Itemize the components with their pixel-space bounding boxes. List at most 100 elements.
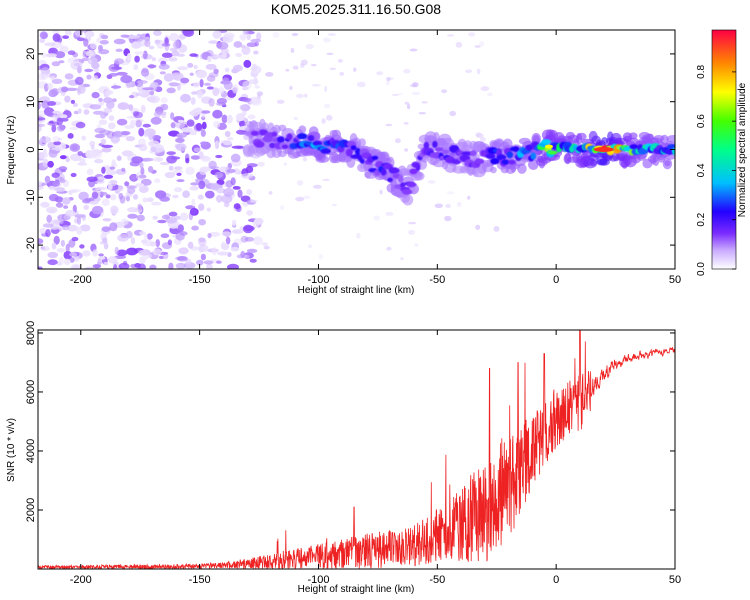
spectrogram-noise-blob: [101, 147, 112, 153]
spectrogram-ridge-halo: [601, 137, 609, 145]
spectrogram-noise-blob: [66, 87, 78, 91]
spectrogram-noise-blob: [199, 79, 204, 88]
spectrogram-noise-blob: [131, 174, 136, 181]
spectrogram-y-tick-label: -10: [25, 189, 37, 205]
spectrogram-noise-blob: [51, 172, 60, 178]
spectrogram-noise-blob: [179, 231, 188, 236]
spectrogram-noise-blob: [51, 242, 57, 250]
spectrogram-noise-blob: [339, 71, 345, 76]
spectrogram-noise-blob: [329, 67, 337, 71]
spectrogram-noise-blob: [240, 44, 246, 49]
spectrogram-noise-blob: [129, 35, 140, 39]
spectrogram-noise-blob: [103, 107, 113, 113]
spectrogram-noise-blob: [69, 143, 81, 152]
spectrogram-noise-blob: [199, 70, 205, 78]
spectrogram-ridge-halo: [531, 132, 541, 145]
spectrogram-noise-blob: [101, 166, 106, 174]
spectrogram-noise-blob: [441, 89, 448, 94]
spectrogram-noise-blob: [214, 171, 224, 179]
spectrogram-ridge-core: [345, 148, 353, 157]
spectrogram-noise-blob: [52, 114, 57, 123]
spectrogram-noise-blob: [39, 37, 46, 44]
spectrogram-noise-blob: [421, 101, 428, 104]
spectrogram-noise-blob: [200, 156, 211, 162]
spectrogram-noise-blob: [190, 155, 201, 160]
spectrogram-noise-blob: [326, 114, 333, 121]
spectrogram-noise-blob: [131, 41, 142, 49]
spectrogram-ridge-core: [547, 150, 558, 155]
spectrogram-noise-blob: [137, 203, 142, 211]
spectrogram-noise-blob: [175, 143, 187, 152]
spectrogram-noise-blob: [193, 81, 201, 88]
spectrogram-noise-blob: [168, 165, 174, 171]
spectrogram-noise-blob: [386, 81, 390, 86]
spectrogram-ridge-core: [508, 159, 516, 165]
spectrogram-noise-blob: [53, 141, 61, 146]
spectrogram-noise-blob: [132, 194, 139, 200]
spectrogram-noise-blob: [240, 250, 246, 259]
spectrogram-noise-blob: [120, 34, 130, 38]
spectrogram-noise-blob: [246, 210, 254, 216]
spectrogram-noise-blob: [48, 193, 59, 202]
spectrogram-noise-blob: [391, 93, 399, 96]
spectrogram-noise-blob: [161, 214, 170, 220]
spectrogram-noise-blob: [111, 85, 122, 89]
spectrogram-noise-blob: [159, 71, 166, 75]
spectrogram-noise-blob: [455, 41, 463, 48]
spectrogram-noise-blob: [189, 53, 198, 57]
spectrogram-noise-blob: [233, 41, 243, 48]
spectrogram-noise-blob: [117, 185, 123, 190]
spectrogram-noise-blob: [296, 180, 304, 186]
snr-x-tick-label: -100: [307, 574, 329, 586]
spectrogram-ridge-halo: [298, 125, 307, 134]
spectrogram-noise-blob: [257, 161, 265, 167]
spectrogram-noise-blob: [38, 72, 48, 81]
spectrogram-noise-blob: [77, 151, 83, 156]
spectrogram-noise-blob: [127, 213, 138, 219]
spectrogram-noise-blob: [187, 62, 194, 68]
spectrogram-noise-blob: [58, 60, 65, 64]
spectrogram-noise-blob: [84, 30, 95, 38]
spectrogram-noise-blob: [169, 33, 179, 42]
spectrogram-noise-blob: [414, 243, 419, 247]
snr-x-tick-label: -200: [70, 574, 92, 586]
spectrogram-noise-blob: [190, 109, 200, 117]
spectrogram-noise-blob: [142, 157, 154, 162]
spectrogram-noise-blob: [487, 92, 493, 97]
spectrogram-noise-blob: [64, 31, 72, 36]
spectrogram-noise-blob: [447, 34, 454, 37]
spectrogram-noise-blob: [82, 250, 91, 257]
spectrogram-noise-blob: [296, 93, 305, 99]
spectrogram-noise-blob: [158, 63, 170, 70]
spectrogram-noise-blob: [324, 103, 331, 109]
spectrogram-ridge-core: [400, 182, 406, 188]
spectrogram-noise-blob: [197, 194, 204, 200]
spectrogram-noise-blob: [126, 196, 130, 202]
spectrogram-noise-blob: [262, 242, 268, 246]
spectrogram-x-tick-label: 0: [553, 274, 559, 286]
spectrogram-noise-blob: [49, 75, 56, 80]
spectrogram-noise-blob: [138, 143, 148, 152]
spectrogram-noise-blob: [101, 144, 113, 148]
spectrogram-noise-blob: [135, 120, 142, 128]
spectrogram-ridge-core: [277, 136, 285, 143]
spectrogram-noise-blob: [128, 104, 134, 111]
spectrogram-noise-blob: [212, 30, 222, 39]
spectrogram-noise-blob: [166, 151, 176, 156]
spectrogram-noise-blob: [134, 51, 145, 55]
spectrogram-noise-blob: [207, 166, 220, 170]
spectrogram-noise-blob: [67, 50, 76, 55]
spectrogram-noise-blob: [101, 226, 111, 233]
spectrogram-ridge-halo: [577, 132, 587, 141]
spectrogram-noise-blob: [81, 135, 87, 141]
spectrogram-noise-blob: [74, 214, 86, 218]
spectrogram-noise-blob: [206, 86, 214, 90]
spectrogram-noise-blob: [52, 136, 60, 142]
spectrogram-noise-blob: [109, 222, 118, 232]
spectrogram-noise-blob: [157, 219, 167, 224]
spectrogram-ridge-core: [371, 155, 379, 160]
spectrogram-noise-blob: [128, 95, 135, 99]
spectrogram-noise-blob: [147, 64, 157, 69]
spectrogram-noise-blob: [146, 197, 154, 202]
